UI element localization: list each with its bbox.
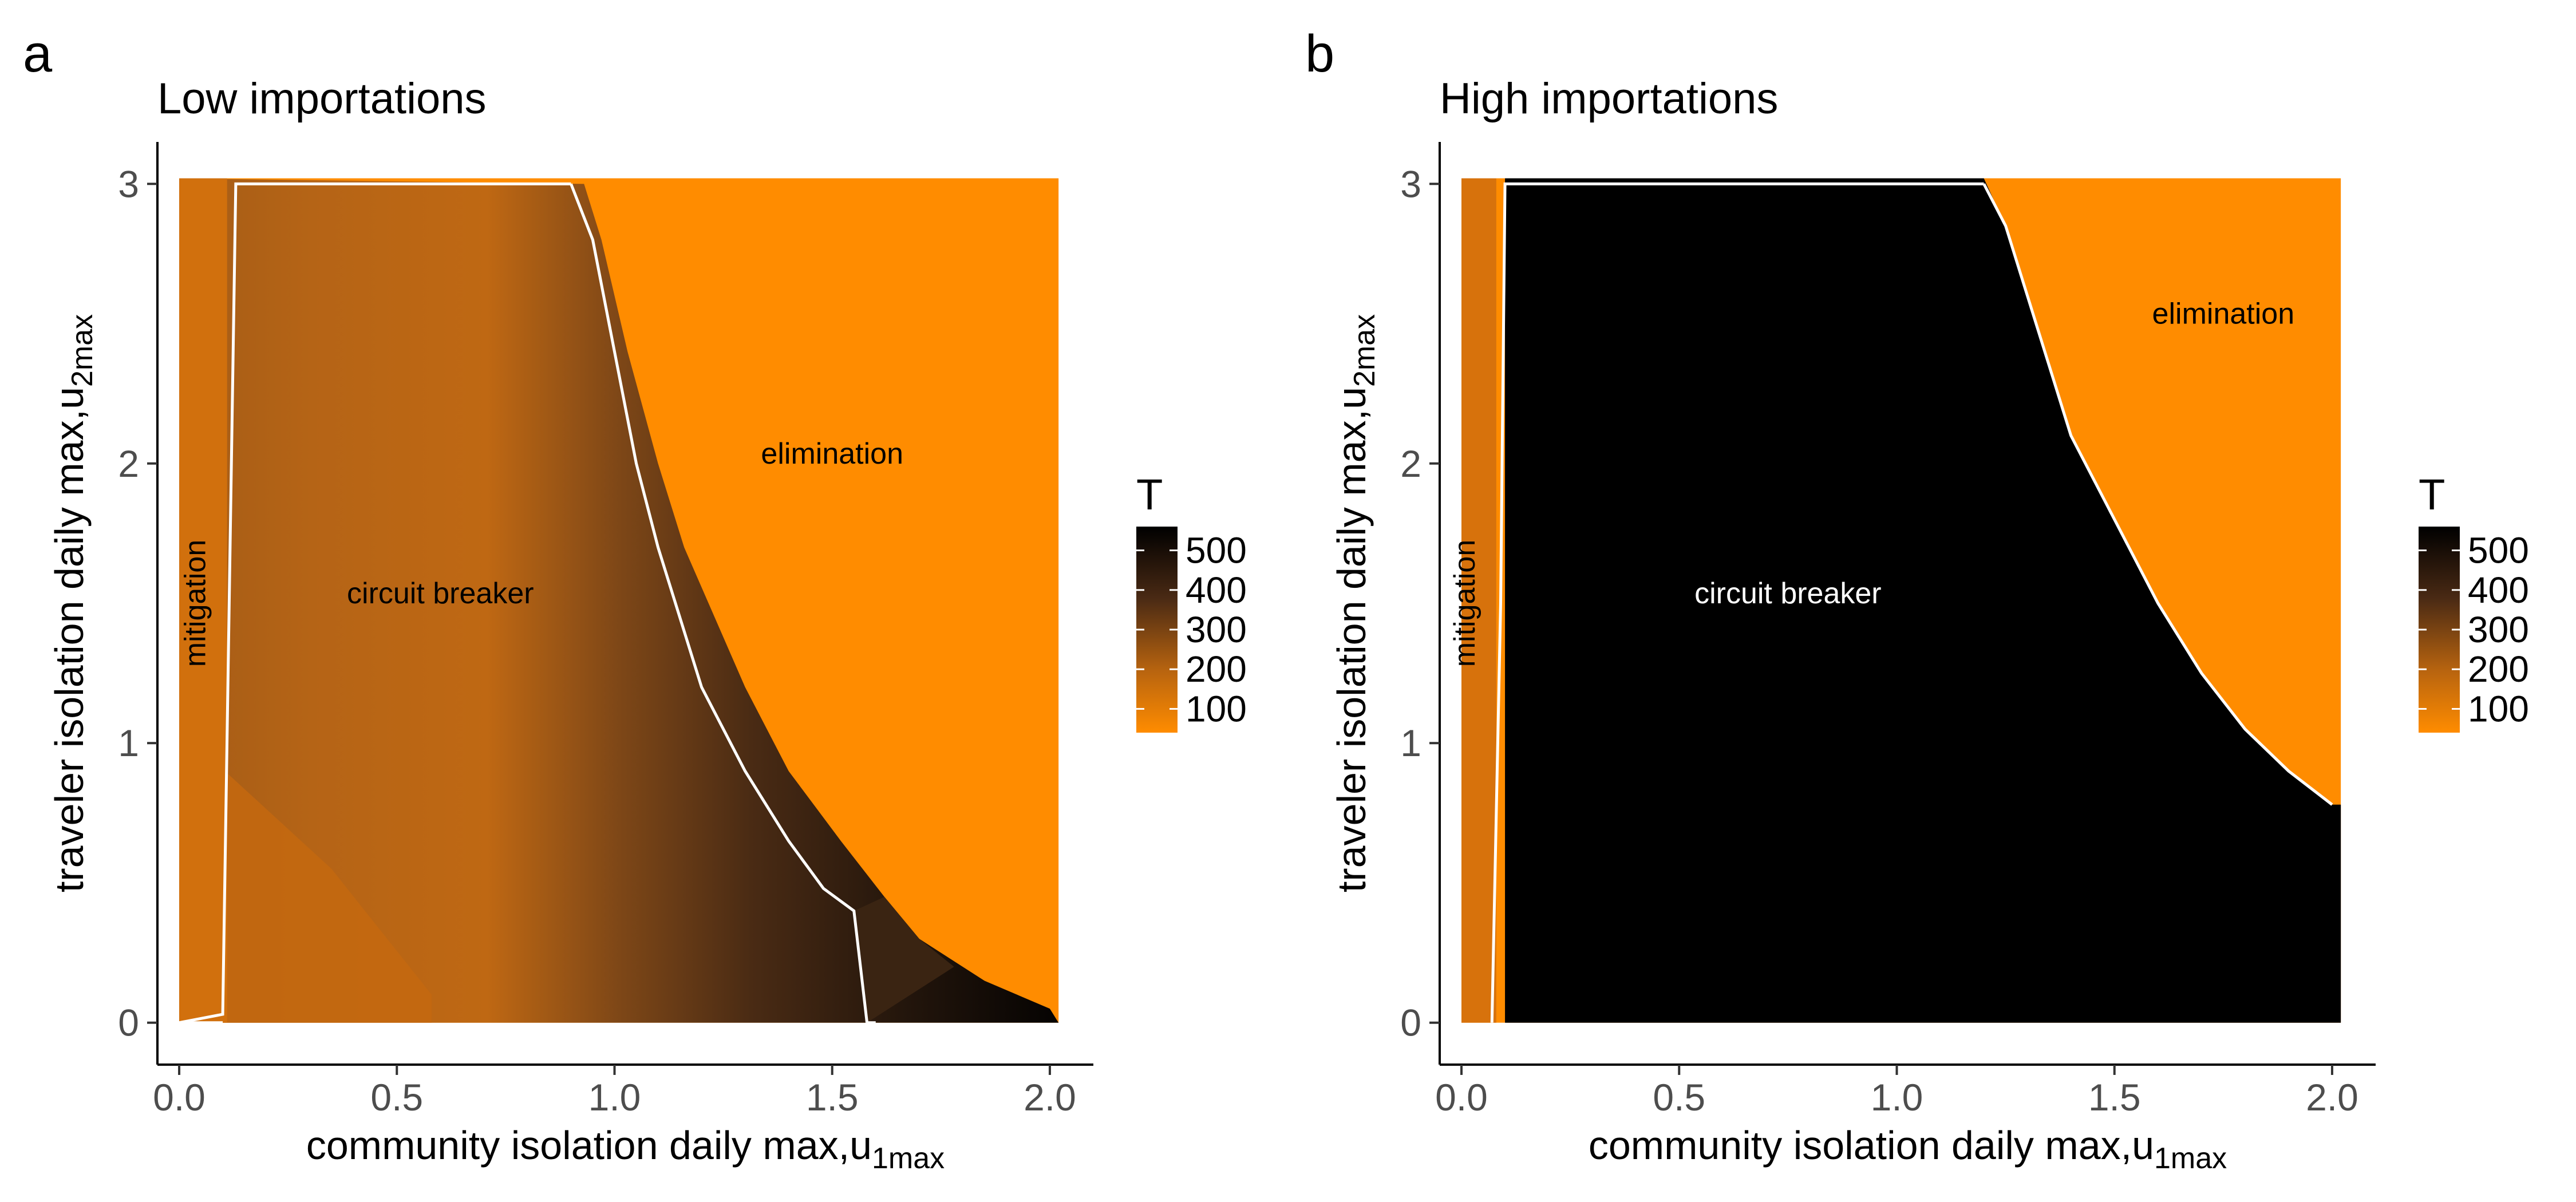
y-tick-label: 0 [118,1002,139,1044]
heatmap-mitigation-region [1461,178,1496,1023]
x-tick-label: 1.0 [1871,1076,1923,1118]
y-axis-label-text: traveler isolation daily max, [1329,409,1374,892]
region-label: circuit breaker [1694,577,1882,610]
y-axis-label-symbol: u [1329,387,1374,409]
x-axis-label-subscript: 1max [2154,1142,2227,1175]
x-axis-label: community isolation daily max,u1max [1589,1123,2227,1175]
x-tick-label: 0.0 [153,1076,206,1118]
legend-tick-label: 300 [2468,609,2529,650]
region-label: mitigation [179,540,212,667]
y-tick-label: 2 [1400,442,1421,485]
region-label: mitigation [1448,540,1481,667]
x-axis-label-symbol: u [850,1123,872,1168]
region-label: elimination [2152,298,2295,331]
x-tick-label: 0.5 [1653,1076,1705,1118]
heatmap-lower-wedge [179,729,432,1023]
x-tick-label: 1.0 [588,1076,641,1118]
legend-title: T [2419,470,2445,519]
y-tick-label: 1 [1400,722,1421,764]
x-tick-label: 2.0 [1024,1076,1076,1118]
region-label: circuit breaker [347,577,534,610]
panel-letter: b [1305,25,1334,83]
heatmap-circuit-breaker-region [1505,178,2341,1023]
region-label: elimination [761,437,903,470]
y-tick-label: 3 [118,163,139,205]
heatmap-circuit-breaker-region [179,178,1059,1023]
legend-tick-label: 100 [1186,688,1247,729]
heatmap-fringe-region [854,896,954,1023]
x-axis-label: community isolation daily max,u1max [306,1123,945,1175]
y-axis-label: traveler isolation daily max,u2max [47,314,99,892]
legend-tick-label: 200 [2468,649,2529,690]
x-axis-label-subscript: 1max [872,1142,945,1175]
x-axis-label-symbol: u [2132,1123,2154,1168]
panel-title: High importations [1440,74,1778,123]
legend-tick-label: 500 [2468,530,2529,571]
y-axis-label-text: traveler isolation daily max, [47,409,92,892]
y-axis-label-subscript: 2max [66,314,99,387]
panel-b: 0.0 0.5 1.0 1.5 2.0 0 1 2 3 community isolation d… [1305,25,2529,1175]
legend-tick-label: 500 [1186,530,1247,571]
x-tick-label: 0.5 [370,1076,423,1118]
panel-title: Low importations [157,74,487,123]
x-tick-label: 2.0 [2306,1076,2358,1118]
x-tick-label: 1.5 [806,1076,859,1118]
y-axis-label-symbol: u [47,387,92,409]
y-tick-label: 0 [1400,1002,1421,1044]
boundary-line-left [1490,182,1984,1023]
boundary-line-right [570,183,869,1023]
legend-tick-label: 300 [1186,609,1247,650]
y-tick-label: 3 [1400,163,1421,205]
x-axis-label-text: community isolation daily max, [306,1123,850,1168]
panel-letter: a [23,25,53,83]
x-tick-label: 1.5 [2088,1076,2141,1118]
legend-tick-label: 400 [2468,570,2529,611]
legend-tick-label: 200 [1186,649,1247,690]
y-tick-label: 1 [118,722,139,764]
y-tick-label: 2 [118,442,139,485]
y-axis-label-subscript: 2max [1348,314,1381,387]
x-axis-label-text: community isolation daily max, [1589,1123,2132,1168]
legend-title: T [1136,470,1163,519]
boundary-line-right [1982,183,2333,806]
legend-tick-label: 100 [2468,688,2529,729]
heatmap-mitigation-region [179,178,227,1023]
y-axis-label: traveler isolation daily max,u2max [1329,314,1381,892]
legend-tick-label: 400 [1186,570,1247,611]
x-tick-label: 0.0 [1435,1076,1488,1118]
panel-a: 0.0 0.5 1.0 1.5 2.0 0 1 2 3 community isolation d… [23,25,1247,1175]
boundary-line-left [179,182,571,1025]
